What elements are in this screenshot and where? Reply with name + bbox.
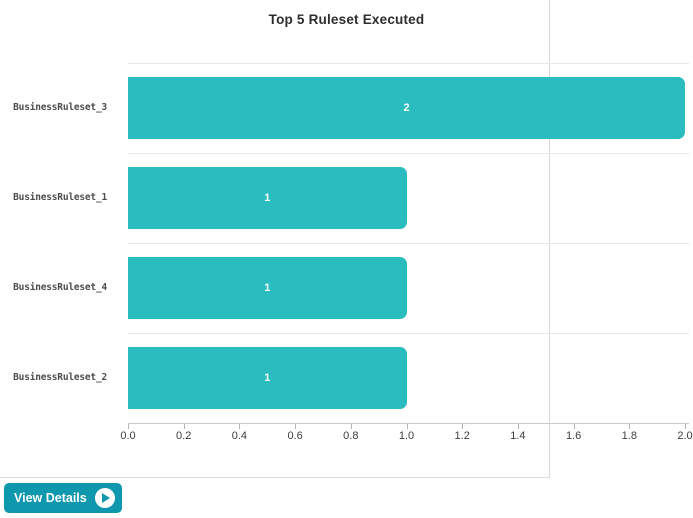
x-axis-tick-label: 2.0 (677, 430, 693, 442)
gridline (128, 333, 689, 334)
bar-value-label: 1 (264, 192, 271, 204)
x-axis-tick (406, 424, 408, 429)
x-axis-tick-label: 0.0 (120, 430, 136, 442)
view-details-label: View Details (14, 491, 87, 505)
category-label-BusinessRuleset_3: BusinessRuleset_3 (13, 102, 107, 113)
x-axis-tick-label: 0.8 (343, 430, 359, 442)
bar-BusinessRuleset_2[interactable]: 1 (128, 347, 407, 409)
panel-border-bottom (0, 477, 550, 478)
x-axis-tick (183, 424, 185, 429)
x-axis-tick (462, 424, 464, 429)
gridline (128, 153, 689, 154)
bar-BusinessRuleset_1[interactable]: 1 (128, 167, 407, 229)
x-axis-tick-label: 0.2 (176, 430, 192, 442)
x-axis-tick (239, 424, 241, 429)
x-axis-tick-label: 1.0 (398, 430, 415, 442)
x-axis-tick-label: 1.2 (454, 430, 470, 442)
x-axis-tick (629, 424, 631, 429)
bar-value-label: 1 (264, 372, 271, 384)
play-triangle-icon (101, 493, 110, 503)
x-axis-tick (128, 424, 129, 429)
panel-border-right (549, 0, 550, 477)
gridline (128, 63, 689, 64)
x-axis-tick-label: 0.6 (287, 430, 303, 442)
category-label-BusinessRuleset_1: BusinessRuleset_1 (13, 192, 107, 203)
x-axis-tick-label: 1.8 (621, 430, 637, 442)
bar-BusinessRuleset_4[interactable]: 1 (128, 257, 407, 319)
x-axis-tick (295, 424, 297, 429)
play-circle-icon (94, 488, 115, 508)
view-details-button[interactable]: View Details (4, 483, 122, 513)
x-axis-tick-label: 1.6 (565, 430, 582, 442)
category-label-BusinessRuleset_4: BusinessRuleset_4 (13, 282, 107, 293)
bar-value-label: 1 (264, 282, 271, 294)
category-label-BusinessRuleset_2: BusinessRuleset_2 (13, 372, 107, 383)
bar-value-label: 2 (403, 102, 410, 114)
x-axis-tick (573, 424, 575, 429)
bar-BusinessRuleset_3[interactable]: 2 (128, 77, 685, 139)
x-axis-tick (517, 424, 519, 429)
x-axis-tick (350, 424, 352, 429)
x-axis-tick-label: 0.4 (231, 430, 248, 442)
x-axis-tick (685, 424, 686, 429)
chart-title: Top 5 Ruleset Executed (268, 12, 425, 27)
x-axis-line (128, 423, 689, 424)
x-axis-tick-label: 1.4 (510, 430, 526, 442)
gridline (128, 243, 689, 244)
